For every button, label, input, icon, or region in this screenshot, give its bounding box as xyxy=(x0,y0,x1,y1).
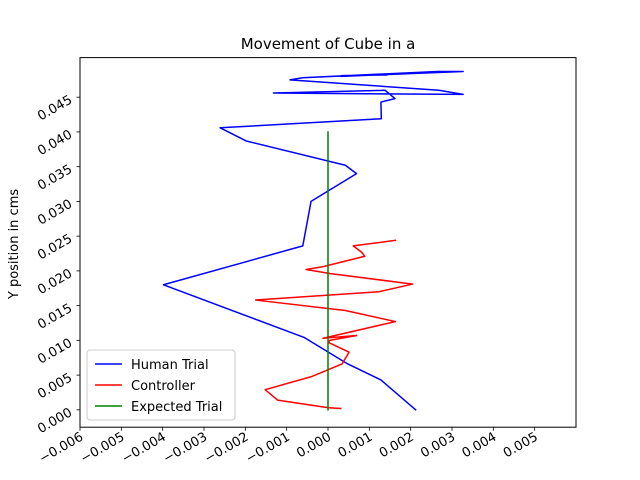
x-tick-label: 0.001 xyxy=(336,430,376,462)
y-tick-label: 0.030 xyxy=(35,197,75,229)
y-tick-label: 0.015 xyxy=(35,301,75,333)
y-tick-label: 0.035 xyxy=(35,162,75,194)
y-tick-label: 0.045 xyxy=(35,93,75,125)
x-tick-label: −0.004 xyxy=(120,430,169,467)
y-tick-label: 0.040 xyxy=(35,127,75,159)
x-axis: −0.006−0.005−0.004−0.003−0.002−0.001 0.00… xyxy=(37,427,541,467)
y-tick-label: 0.005 xyxy=(35,371,75,403)
x-tick-label: 0.005 xyxy=(501,430,541,462)
legend: Human Trial Controller Expected Trial xyxy=(86,349,236,421)
x-tick-label: 0.003 xyxy=(418,430,458,462)
x-tick-label: 0.002 xyxy=(377,430,417,462)
legend-label: Expected Trial xyxy=(131,400,222,415)
series-layer xyxy=(162,70,464,411)
y-axis-label: Y position in cms xyxy=(7,189,22,300)
y-tick-label: 0.025 xyxy=(35,232,75,264)
x-tick-label: 0.000 xyxy=(294,430,334,462)
legend-box xyxy=(86,349,236,421)
y-tick-label: 0.000 xyxy=(35,405,75,437)
legend-label: Human Trial xyxy=(131,358,209,373)
series-line-1 xyxy=(162,70,464,411)
series-line-2 xyxy=(254,239,414,410)
chart-title: Movement of Cube in a xyxy=(241,35,416,53)
y-tick-label: 0.020 xyxy=(35,266,75,298)
y-axis: 0.0000.0050.0100.0150.0200.0250.0300.035… xyxy=(35,93,80,437)
x-tick-label: −0.001 xyxy=(244,430,293,467)
x-tick-label: −0.005 xyxy=(78,430,127,467)
legend-label: Controller xyxy=(131,379,196,394)
y-tick-label: 0.010 xyxy=(35,336,75,368)
x-tick-label: −0.003 xyxy=(161,430,210,467)
x-tick-label: −0.002 xyxy=(202,430,251,467)
x-tick-label: 0.004 xyxy=(460,430,500,462)
